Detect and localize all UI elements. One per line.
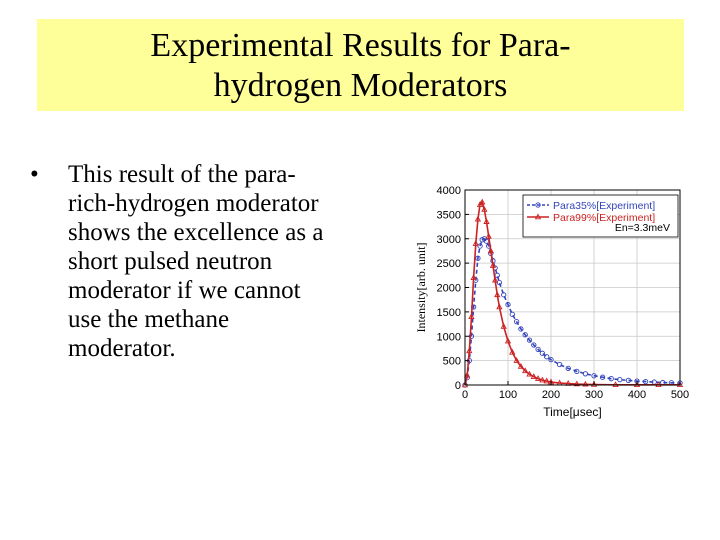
data-point	[608, 376, 614, 382]
data-point	[543, 377, 550, 384]
legend-box	[522, 194, 679, 238]
legend-label: Para99%[Experiment]	[553, 212, 655, 224]
data-point	[655, 381, 662, 388]
data-point	[483, 218, 490, 224]
data-point	[612, 381, 619, 388]
data-point	[582, 380, 589, 387]
y-tick-label: 2000	[437, 283, 461, 295]
data-point	[491, 276, 499, 283]
data-point	[509, 311, 515, 317]
data-point	[534, 375, 542, 381]
bullet-line: This result of the para-	[68, 161, 296, 188]
legend-marker	[534, 213, 542, 220]
data-point	[517, 362, 525, 369]
x-tick-label: 400	[628, 389, 646, 401]
data-point	[489, 262, 497, 268]
bullet-dot: •	[30, 161, 39, 188]
data-point	[591, 373, 597, 379]
data-point	[477, 243, 483, 249]
bullet-line: short pulsed neutron	[68, 248, 273, 275]
y-tick-label: 1000	[437, 331, 461, 343]
data-point	[466, 347, 473, 354]
data-point	[548, 356, 554, 363]
bullet-line: moderator if we cannot	[68, 277, 301, 304]
bullet-line: shows the excellence as a	[68, 219, 324, 246]
y-tick-label: 0	[455, 380, 461, 392]
data-point	[617, 376, 623, 383]
data-point	[513, 318, 520, 325]
data-point	[642, 378, 649, 385]
data-point	[582, 371, 589, 377]
data-point	[504, 337, 512, 344]
chart-annotation: En=3.3meV	[615, 222, 670, 234]
x-tick-label: 100	[499, 389, 517, 401]
x-tick-label: 300	[585, 389, 603, 401]
data-point	[485, 232, 492, 239]
data-point	[539, 376, 546, 383]
data-point	[479, 198, 486, 205]
data-point	[472, 240, 479, 246]
x-tick-label: 200	[542, 389, 560, 401]
data-point	[468, 333, 475, 339]
data-point	[539, 350, 546, 356]
bullet-line: rich-hydrogen moderator	[68, 190, 319, 217]
y-tick-label: 500	[443, 356, 461, 368]
data-point	[590, 380, 598, 387]
data-point	[599, 374, 606, 380]
data-point	[556, 361, 563, 368]
data-point	[530, 373, 537, 379]
data-point	[676, 381, 684, 388]
data-point	[487, 247, 494, 254]
data-point	[526, 337, 533, 343]
data-point	[494, 291, 501, 298]
legend-label: Para35%[Experiment]	[553, 200, 655, 212]
data-point	[535, 346, 541, 353]
data-point	[574, 368, 580, 375]
data-point	[468, 313, 475, 320]
y-tick-label: 2500	[437, 258, 461, 270]
title-line-1: Experimental Results for Para-	[150, 27, 571, 64]
data-point	[565, 365, 571, 372]
x-tick-label: 0	[462, 389, 468, 401]
slide-title: Experimental Results for Para- hydrogen …	[37, 19, 684, 106]
data-point	[474, 215, 482, 222]
y-tick-label: 1500	[437, 307, 461, 319]
data-point	[526, 370, 533, 377]
title-background	[37, 19, 684, 111]
title-line-2: hydrogen Moderators	[213, 67, 508, 104]
data-point	[522, 332, 528, 338]
data-point	[496, 303, 503, 310]
bullet-line: moderator.	[68, 335, 176, 362]
data-point	[522, 367, 529, 374]
data-point	[475, 255, 481, 261]
y-tick-label: 3000	[437, 234, 461, 246]
data-point	[500, 322, 507, 329]
data-point	[496, 279, 503, 286]
legend-marker	[535, 202, 541, 208]
series-line-1	[464, 237, 681, 386]
x-tick-label: 500	[671, 389, 689, 401]
data-point	[509, 348, 516, 355]
data-point	[625, 377, 632, 384]
data-point	[544, 354, 550, 360]
intensity-chart: 0 100 200 300 400 500 0 500 1000 1500 2000 2500 3000…	[414, 185, 689, 419]
data-point	[505, 301, 511, 308]
y-axis-label: Intensity[arb. unit]	[414, 243, 428, 333]
y-tick-label: 4000	[437, 185, 461, 197]
data-point	[501, 292, 507, 298]
data-point	[633, 381, 641, 388]
data-point	[470, 274, 477, 281]
x-axis-label: Time[μsec]	[543, 405, 601, 419]
bullet-line: use the methane	[68, 306, 230, 333]
data-point	[513, 357, 520, 363]
data-point	[463, 371, 471, 378]
data-point	[573, 380, 580, 387]
data-point	[518, 326, 524, 332]
data-point	[481, 205, 488, 212]
data-point	[531, 342, 537, 348]
bullet-text: This result of the para- rich-hydrogen m…	[68, 160, 398, 363]
y-tick-label: 3500	[437, 209, 461, 221]
